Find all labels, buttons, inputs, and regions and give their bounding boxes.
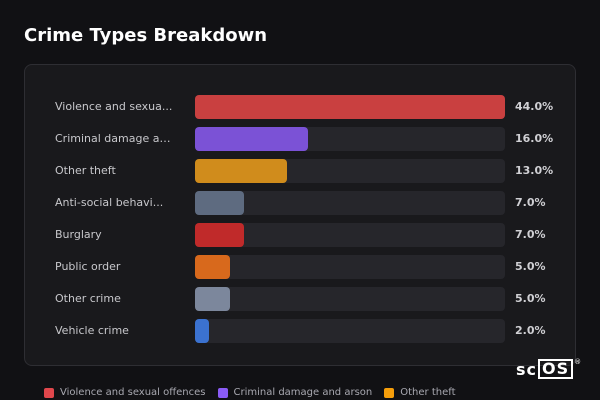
logo-text-os: OS [538,359,574,379]
chart-title: Crime Types Breakdown [24,25,268,46]
bar-row: Criminal damage an... 16.0% [25,127,577,151]
chart-legend: Violence and sexual offences Criminal dam… [44,386,456,400]
bar[interactable] [195,127,308,151]
legend-swatch [384,388,395,398]
bar-row: Public order 5.0% [25,255,577,279]
category-label: Violence and sexua... [55,100,173,113]
category-label: Vehicle crime [55,324,129,337]
bar[interactable] [195,95,505,119]
legend-label: Other theft [400,387,456,398]
bar[interactable] [195,191,245,215]
bar-track [195,159,505,183]
category-label: Public order [55,260,121,273]
value-label: 7.0% [515,196,546,209]
bar[interactable] [195,255,231,279]
category-label: Other theft [55,164,116,177]
bar-track [195,319,505,343]
category-label: Criminal damage an... [55,132,175,145]
legend-item[interactable]: Other theft [384,386,456,400]
logo-text-sc: sc [516,359,538,379]
value-label: 2.0% [515,324,546,337]
legend-item[interactable]: Violence and sexual offences [44,386,206,400]
legend-swatch [44,388,54,398]
value-label: 13.0% [515,164,554,177]
scos-logo: sc OS ® [516,358,582,380]
value-label: 16.0% [515,132,554,145]
bar-track [195,191,505,215]
bar[interactable] [195,159,287,183]
category-label: Anti-social behavi... [55,196,164,209]
bar-row: Vehicle crime 2.0% [25,319,577,343]
bar[interactable] [195,223,245,247]
bar-row: Anti-social behavi... 7.0% [25,191,577,215]
value-label: 44.0% [515,100,554,113]
bar-row: Other theft 13.0% [25,159,577,183]
bar-row: Violence and sexua... 44.0% [25,95,577,119]
legend-item[interactable]: Criminal damage and arson [217,386,373,400]
bar-track [195,95,505,119]
legend-label: Criminal damage and arson [233,387,373,398]
legend-label: Violence and sexual offences [60,387,206,398]
bar-row: Other crime 5.0% [25,287,577,311]
value-label: 5.0% [515,260,546,273]
logo-registered-mark: ® [574,358,583,366]
bar-row: Burglary 7.0% [25,223,577,247]
category-label: Burglary [55,228,102,241]
bar-track [195,287,505,311]
legend-swatch [217,388,228,398]
bar[interactable] [195,287,231,311]
bar-track [195,223,505,247]
value-label: 7.0% [515,228,546,241]
value-label: 5.0% [515,292,546,305]
bar[interactable] [195,319,210,343]
category-label: Other crime [55,292,121,305]
bar-track [195,127,505,151]
bar-track [195,255,505,279]
chart-panel: Violence and sexua... 44.0% Criminal damag… [24,64,576,366]
